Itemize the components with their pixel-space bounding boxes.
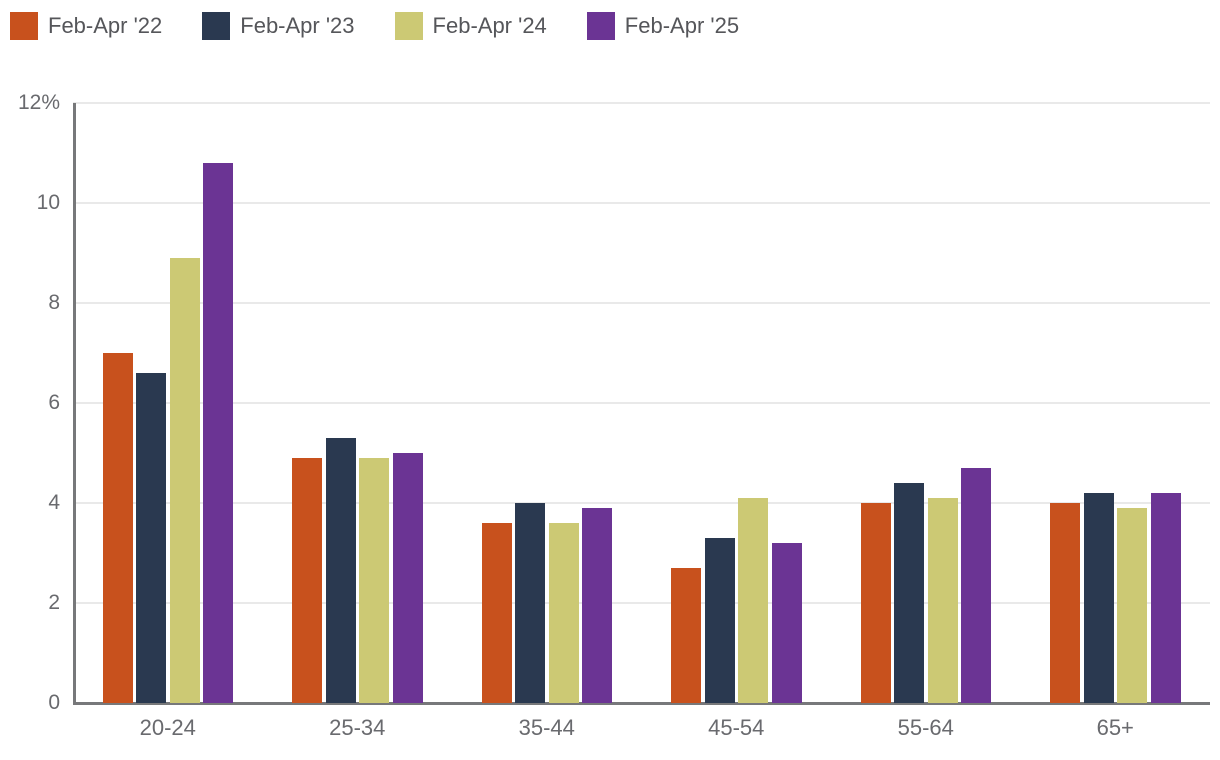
bar-35-44-Feb-Apr '23 [515,503,545,703]
bar-20-24-Feb-Apr '22 [102,353,133,703]
legend: Feb-Apr '22 Feb-Apr '23 Feb-Apr '24 Feb-Apr… [10,12,779,40]
x-axis-category-label: 45-54 [708,715,765,740]
x-axis-category-label: 55-64 [897,715,954,740]
y-axis-tick-label: 4 [48,491,60,514]
legend-swatch [202,12,231,40]
x-axis-line [73,702,1210,705]
legend-label: Feb-Apr '24 [432,13,547,38]
bar-55-64-Feb-Apr '24 [927,498,958,703]
y-axis-tick-label: 10 [36,191,60,214]
gridline [73,602,1210,604]
gridline [73,202,1210,204]
bar-65+-Feb-Apr '25 [1150,493,1181,703]
y-axis-tick-label: 12% [17,91,60,114]
y-axis-tick-label: 0 [48,691,60,714]
bar-20-24-Feb-Apr '23 [136,373,166,703]
legend-item: Feb-Apr '24 [394,12,547,40]
bar-35-44-Feb-Apr '25 [582,508,612,703]
bar-20-24-Feb-Apr '25 [203,163,233,703]
bar-25-34-Feb-Apr '22 [292,458,322,703]
bar-65+-Feb-Apr '23 [1083,493,1114,703]
y-axis-tick-label: 2 [48,591,60,614]
bar-45-54-Feb-Apr '24 [738,498,768,703]
bar-45-54-Feb-Apr '23 [704,538,735,703]
x-axis-category-label: 20-24 [139,715,196,740]
bar-65+-Feb-Apr '24 [1117,508,1147,703]
bar-45-54-Feb-Apr '22 [671,568,701,703]
legend-swatch [10,12,38,40]
x-axis-category-label: 65+ [1096,715,1134,740]
legend-item: Feb-Apr '25 [586,12,740,40]
legend-swatch [394,12,423,40]
bar-20-24-Feb-Apr '24 [169,258,200,703]
bar-55-64-Feb-Apr '23 [894,483,924,703]
bar-45-54-Feb-Apr '25 [771,543,802,703]
gridline [73,502,1210,504]
legend-item: Feb-Apr '22 [10,12,162,40]
bar-55-64-Feb-Apr '22 [860,503,891,703]
gridline [73,302,1210,304]
gridline [73,402,1210,404]
y-axis-tick-label: 6 [48,391,60,414]
legend-label: Feb-Apr '22 [48,13,163,38]
bar-25-34-Feb-Apr '24 [359,458,389,703]
bar-35-44-Feb-Apr '24 [548,523,579,703]
bar-25-34-Feb-Apr '25 [392,453,423,703]
legend-label: Feb-Apr '23 [240,13,355,38]
legend-item: Feb-Apr '23 [202,12,355,40]
bar-65+-Feb-Apr '22 [1050,503,1080,703]
x-axis-category-label: 25-34 [329,715,386,740]
y-axis-line [73,103,76,703]
bar-55-64-Feb-Apr '25 [961,468,991,703]
bar-35-44-Feb-Apr '22 [481,523,512,703]
legend-label: Feb-Apr '25 [624,13,740,38]
x-axis-category-label: 35-44 [518,715,575,740]
bar-25-34-Feb-Apr '23 [325,438,356,703]
legend-swatch [586,12,615,40]
y-axis-tick-label: 8 [48,291,60,314]
gridline [73,102,1210,104]
